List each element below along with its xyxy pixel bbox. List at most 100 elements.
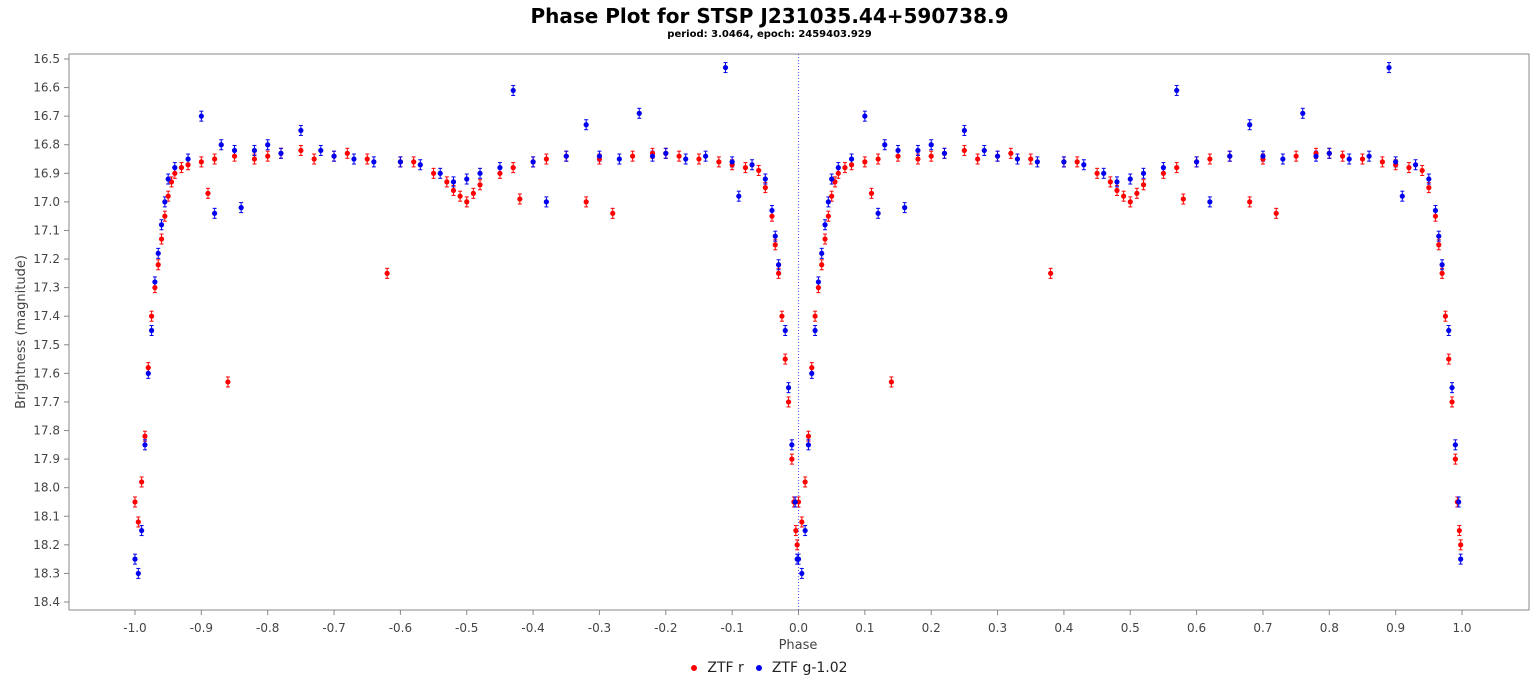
y-tick-label: 17.0 (33, 195, 60, 209)
ztf-r-point (135, 519, 141, 525)
ztf-r-point (848, 162, 855, 168)
ztf-g-point (802, 527, 808, 534)
ztf-r-point (1379, 159, 1385, 165)
ztf-g-point (902, 205, 908, 211)
ztf-g-point (596, 153, 603, 159)
ztf-r-point (497, 170, 503, 176)
y-tick-label: 18.0 (33, 481, 60, 495)
legend-marker (755, 665, 762, 671)
ztf-r-point (1406, 165, 1412, 171)
x-tick-label: 0.3 (988, 621, 1007, 635)
ztf-g-point (928, 142, 934, 148)
ztf-r-point (805, 433, 812, 439)
ztf-r-point (1273, 210, 1279, 216)
ztf-g-point (649, 153, 656, 159)
ztf-g-point (397, 159, 403, 165)
ztf-g-point (809, 370, 815, 376)
y-tick-label: 17.1 (33, 223, 60, 237)
ztf-g-point (981, 147, 987, 154)
y-tick-label: 16.7 (33, 109, 60, 123)
ztf-g-point (298, 127, 304, 134)
legend-item: ZTF r (691, 660, 744, 676)
ztf-r-point (696, 156, 702, 162)
ztf-g-point (1034, 159, 1040, 165)
ztf-g-point (762, 176, 768, 182)
ztf-g-point (785, 385, 792, 391)
ztf-r-point (139, 479, 145, 485)
ztf-r-point (198, 159, 204, 165)
ztf-r-point (961, 147, 967, 154)
y-tick-label: 17.5 (33, 338, 60, 352)
ztf-g-point (1081, 162, 1087, 168)
ztf-g-point (251, 147, 258, 154)
ztf-g-point (212, 210, 218, 216)
ztf-g-point (1412, 162, 1419, 168)
ztf-r-point (155, 262, 161, 268)
ztf-r-point (231, 153, 238, 159)
ztf-r-point (1293, 153, 1299, 159)
ztf-r-point (1174, 165, 1180, 171)
ztf-g-point (815, 279, 822, 285)
ztf-g-point (331, 153, 337, 159)
ztf-r-point (762, 185, 768, 191)
ztf-r-point (132, 499, 138, 505)
ztf-g-point (736, 193, 742, 199)
ztf-g-point (775, 262, 782, 268)
y-axis-label: Brightness (magnitude) (14, 255, 29, 409)
ztf-r-point (1426, 185, 1432, 191)
y-tick-label: 17.6 (33, 366, 60, 380)
ztf-r-point (1419, 167, 1425, 174)
ztf-r-point (583, 199, 589, 205)
y-tick-label: 16.9 (33, 166, 60, 180)
y-tick-label: 17.2 (33, 252, 60, 266)
ztf-r-point (862, 159, 868, 165)
y-tick-label: 17.8 (33, 424, 60, 438)
ztf-g-point (278, 150, 284, 156)
ztf-r-point (142, 433, 148, 439)
legend: ZTF r ZTF g-1.02 (0, 660, 1539, 676)
ztf-r-point (1247, 199, 1253, 205)
ztf-r-point (1207, 156, 1213, 162)
ztf-r-point (772, 242, 778, 248)
ztf-g-point (729, 159, 735, 165)
y-tick-label: 17.3 (33, 281, 60, 295)
ztf-g-point (165, 176, 171, 182)
ztf-r-point (172, 170, 178, 176)
ztf-g-point (819, 250, 825, 256)
ztf-g-point (1458, 556, 1464, 562)
ztf-r-point (543, 156, 549, 162)
ztf-r-point (450, 187, 457, 194)
ztf-r-point (1180, 196, 1186, 202)
ztf-g-point (1432, 207, 1439, 214)
ztf-g-point (1101, 170, 1107, 176)
ztf-r-point (868, 190, 875, 196)
ztf-r-point (384, 270, 390, 276)
ztf-g-point (794, 556, 800, 562)
ztf-g-point (1280, 156, 1286, 162)
ztf-g-point (805, 442, 812, 448)
ztf-r-point (895, 153, 901, 159)
ztf-r-point (928, 153, 934, 159)
ztf-g-point (835, 165, 841, 171)
ztf-r-point (145, 365, 151, 371)
ztf-g-point (142, 442, 148, 448)
ztf-g-point (875, 210, 881, 216)
ztf-r-point (610, 210, 616, 216)
ztf-r-point (510, 165, 516, 171)
ztf-g-point (1014, 156, 1021, 162)
ztf-g-point (450, 179, 457, 185)
ztf-g-point (1452, 442, 1458, 448)
y-tick-label: 17.7 (33, 395, 60, 409)
ztf-r-point (835, 170, 841, 176)
ztf-g-point (152, 279, 158, 285)
x-tick-label: 1.0 (1452, 621, 1471, 635)
legend-label: ZTF g-1.02 (771, 660, 848, 676)
ztf-g-point (915, 147, 921, 154)
ztf-r-point (1339, 153, 1346, 159)
ztf-g-point (1426, 176, 1432, 182)
ztf-r-point (178, 165, 185, 171)
ztf-g-point (882, 142, 888, 148)
ztf-r-point (1436, 242, 1442, 248)
ztf-g-point (231, 147, 238, 154)
